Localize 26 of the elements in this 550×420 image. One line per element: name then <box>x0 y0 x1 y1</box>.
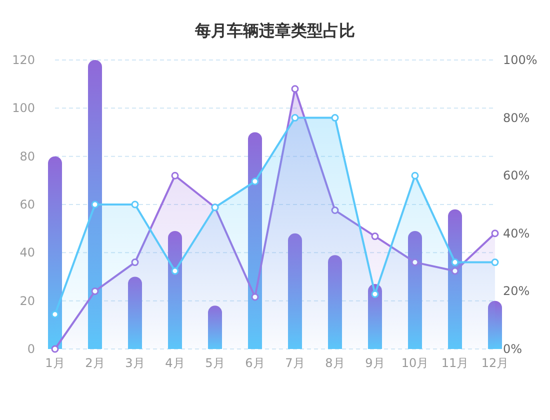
y-tick-label: 0 <box>27 342 35 356</box>
y-tick-label: 60 <box>20 198 35 212</box>
chart-title: 每月车辆违章类型占比 <box>194 21 355 40</box>
x-tick-label: 12月 <box>481 356 509 370</box>
y-tick-label: 120 <box>12 53 35 67</box>
x-tick-label: 7月 <box>285 356 305 370</box>
y2-tick-label: 0% <box>503 342 522 356</box>
x-tick-label: 10月 <box>401 356 429 370</box>
x-tick-label: 11月 <box>441 356 469 370</box>
y-tick-label: 20 <box>20 294 35 308</box>
x-tick-label: 9月 <box>365 356 385 370</box>
y2-tick-label: 100% <box>503 53 538 67</box>
y-tick-label: 40 <box>20 246 35 260</box>
x-tick-label: 8月 <box>325 356 345 370</box>
x-tick-label: 5月 <box>205 356 225 370</box>
x-tick-label: 3月 <box>125 356 145 370</box>
x-tick-label: 1月 <box>45 356 65 370</box>
y-tick-label: 80 <box>20 149 35 164</box>
y2-tick-label: 80% <box>503 110 530 125</box>
y2-tick-label: 60% <box>503 168 530 183</box>
y2-tick-label: 20% <box>503 284 530 298</box>
x-tick-label: 4月 <box>165 356 185 370</box>
x-tick-label: 6月 <box>245 356 265 370</box>
x-tick-label: 2月 <box>85 356 105 370</box>
y2-tick-label: 40% <box>503 226 530 240</box>
y-tick-label: 100 <box>12 101 35 116</box>
